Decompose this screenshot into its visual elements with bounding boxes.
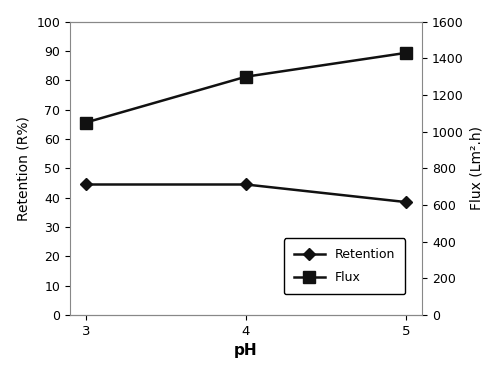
Line: Retention: Retention (82, 180, 410, 206)
Flux (83, 120, 89, 125)
Flux (403, 51, 409, 55)
X-axis label: pH: pH (234, 344, 258, 358)
Line: Flux: Flux (80, 47, 411, 128)
Flux (243, 74, 249, 79)
Retention (403, 200, 409, 204)
Retention (243, 182, 249, 187)
Y-axis label: Retention (R%): Retention (R%) (16, 116, 30, 221)
Y-axis label: Flux (Lm².h): Flux (Lm².h) (470, 126, 484, 210)
Retention (83, 182, 89, 187)
Legend: Retention, Flux: Retention, Flux (284, 238, 406, 294)
